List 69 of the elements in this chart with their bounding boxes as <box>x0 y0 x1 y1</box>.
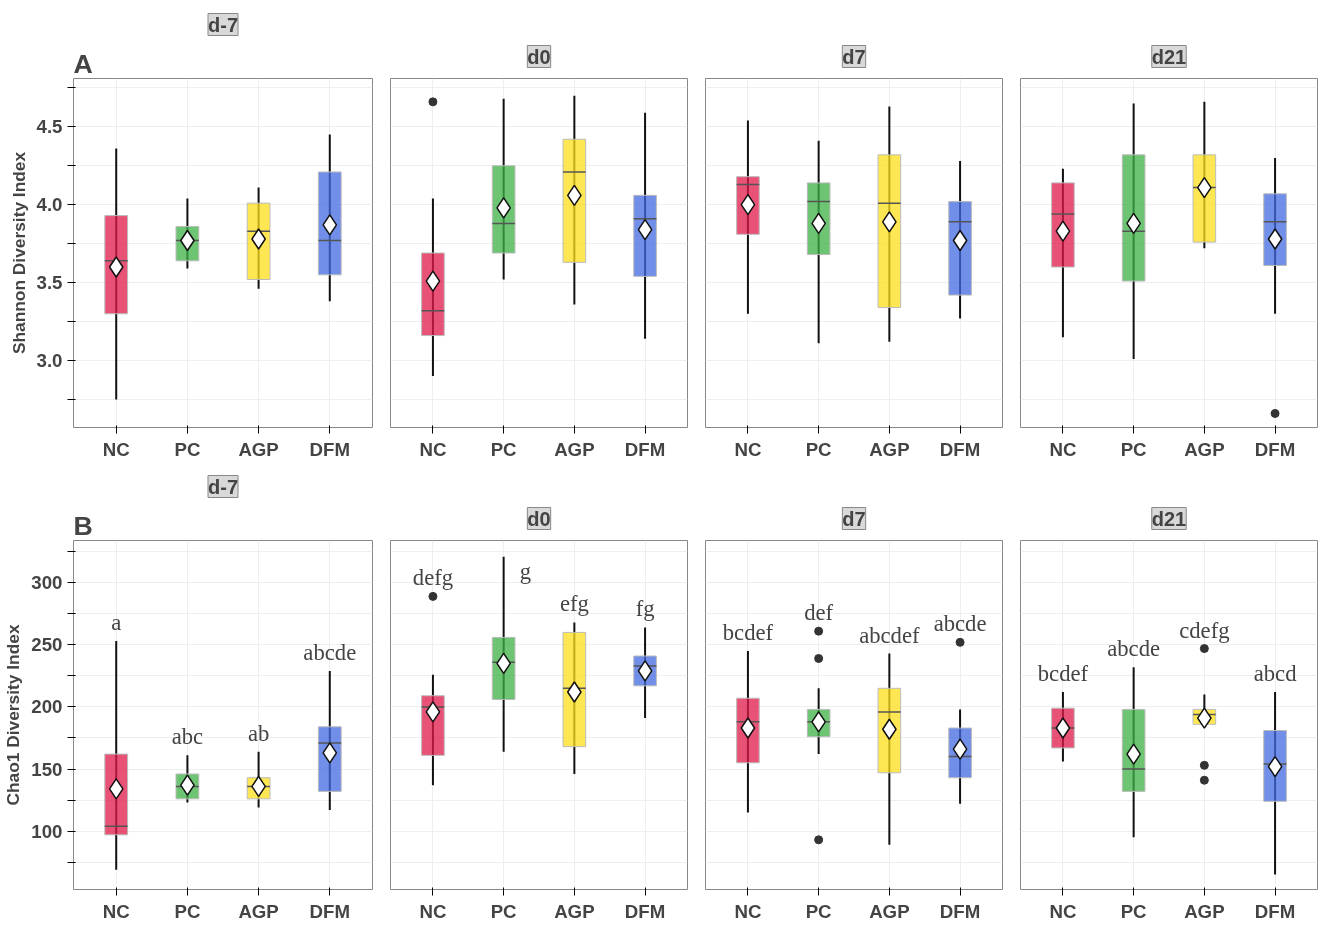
x-tick-label: PC <box>490 900 517 922</box>
x-tick-label: PC <box>174 438 201 460</box>
x-tick-label: NC <box>734 438 762 460</box>
annotation: fg <box>635 596 655 622</box>
x-tick-label: AGP <box>238 438 279 460</box>
annotation: a <box>111 610 122 636</box>
annotation: A <box>73 48 93 79</box>
annotation: ab <box>247 720 270 746</box>
y-tick-label: 250 <box>31 634 63 656</box>
chart-title: d21 <box>1151 507 1187 530</box>
x-tick-label: PC <box>1120 900 1147 922</box>
x-tick-label: AGP <box>869 900 910 922</box>
x-tick-label: NC <box>1049 900 1077 922</box>
x-tick-label: NC <box>1049 438 1077 460</box>
x-tick-label: NC <box>419 900 447 922</box>
x-tick-label: DFM <box>309 900 350 922</box>
x-tick-label: PC <box>805 900 832 922</box>
x-tick-label: NC <box>102 900 130 922</box>
x-tick-label: PC <box>1120 438 1147 460</box>
x-tick-label: AGP <box>1184 900 1225 922</box>
x-tick-label: NC <box>419 438 447 460</box>
chart-title: d7 <box>842 507 866 530</box>
x-tick-label: PC <box>805 438 832 460</box>
annotation: abcdef <box>859 622 920 648</box>
y-axis-title: Shannon Diversity Index <box>8 151 29 355</box>
chart-title: d7 <box>842 45 866 68</box>
x-tick-label: DFM <box>1254 900 1296 922</box>
annotation: def <box>804 600 834 626</box>
chart-title: d-7 <box>208 475 238 498</box>
chart-title: d21 <box>1151 45 1187 68</box>
x-tick-label: AGP <box>554 900 595 922</box>
annotation: abcde <box>303 639 357 665</box>
annotation: bcdef <box>722 620 774 646</box>
chart-title: d0 <box>527 45 551 68</box>
x-tick-label: DFM <box>939 900 981 922</box>
chart-title: d-7 <box>208 13 238 36</box>
x-tick-label: DFM <box>939 438 981 460</box>
annotation: B <box>73 510 93 541</box>
y-tick-label: 4.5 <box>36 116 63 138</box>
x-tick-label: DFM <box>624 900 666 922</box>
annotation: bcdef <box>1037 661 1089 687</box>
y-tick-label: 100 <box>31 820 63 842</box>
y-tick-label: 4.0 <box>36 194 63 216</box>
y-tick-label: 300 <box>31 572 63 594</box>
x-tick-label: AGP <box>554 438 595 460</box>
chart-title: d0 <box>527 507 551 530</box>
x-tick-label: AGP <box>1184 438 1225 460</box>
y-tick-label: 150 <box>31 758 63 780</box>
annotation: abcd <box>1253 661 1298 687</box>
x-tick-label: AGP <box>238 900 279 922</box>
y-tick-label: 3.5 <box>36 272 63 294</box>
y-tick-label: 200 <box>31 696 63 718</box>
annotation: abc <box>171 724 204 750</box>
y-axis-title: Chao1 Diversity Index <box>3 624 24 806</box>
x-tick-label: DFM <box>309 438 350 460</box>
y-tick-label: 3.0 <box>36 350 63 371</box>
x-tick-label: NC <box>734 900 762 922</box>
annotation: g <box>519 558 531 584</box>
annotation: efg <box>559 591 589 617</box>
x-tick-label: AGP <box>869 438 910 460</box>
annotation: abcde <box>933 611 987 637</box>
annotation: cdefg <box>1179 617 1230 643</box>
x-tick-label: DFM <box>624 438 666 460</box>
x-tick-label: PC <box>490 438 517 460</box>
x-tick-label: DFM <box>1254 438 1296 460</box>
annotation: defg <box>412 565 454 591</box>
x-tick-label: PC <box>174 900 201 922</box>
x-tick-label: NC <box>102 438 130 460</box>
annotation: abcde <box>1107 636 1161 662</box>
